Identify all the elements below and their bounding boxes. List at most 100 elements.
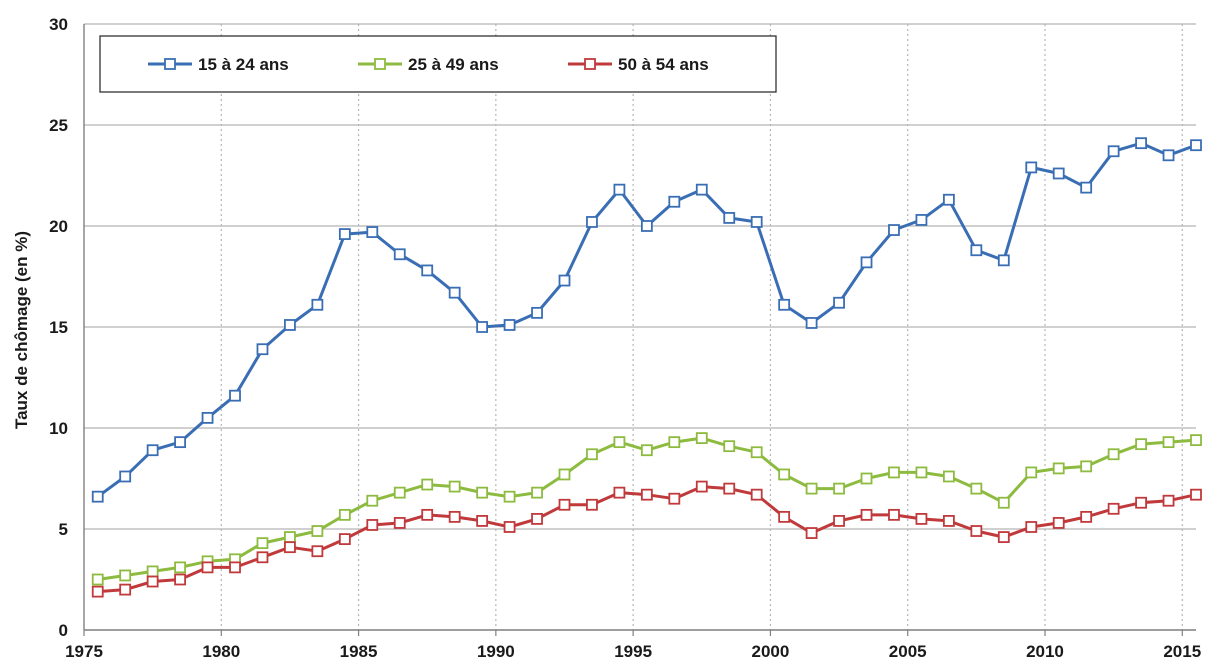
legend-box [99, 35, 777, 93]
data-point [997, 254, 1010, 267]
data-point [695, 432, 708, 445]
series-3 [91, 480, 1202, 598]
data-point [1190, 434, 1202, 447]
data-point [448, 510, 461, 523]
data-point [942, 193, 955, 206]
data-point [1052, 167, 1065, 180]
data-point [1135, 438, 1147, 451]
data-point [668, 492, 681, 505]
data-point [915, 214, 928, 226]
data-point [1025, 161, 1038, 174]
y-tick-label: 25 [49, 116, 68, 135]
data-point [476, 321, 489, 333]
data-point [750, 446, 763, 459]
data-point [805, 527, 818, 539]
data-point [558, 274, 571, 287]
data-point [970, 244, 983, 257]
data-point [695, 183, 708, 196]
data-point [338, 508, 351, 521]
data-point [119, 583, 132, 596]
data-point [146, 575, 159, 588]
data-point [668, 195, 681, 208]
data-point [256, 343, 269, 356]
grid-layer [84, 23, 1196, 630]
data-point [613, 486, 626, 499]
data-point [942, 515, 955, 527]
legend-marker [584, 58, 596, 70]
data-point [1135, 137, 1147, 150]
y-tick-label: 0 [59, 621, 68, 640]
data-point [256, 551, 269, 564]
data-point [915, 466, 928, 479]
data-point [1052, 462, 1065, 475]
x-tick-label: 2005 [889, 642, 927, 661]
data-point [586, 448, 598, 461]
x-tick-label: 2000 [752, 642, 790, 661]
x-tick-label: 2010 [1026, 642, 1064, 661]
data-point [311, 298, 324, 311]
x-tick-label: 1995 [614, 642, 652, 661]
data-point [229, 561, 241, 574]
data-point [366, 519, 379, 531]
data-point [668, 436, 681, 449]
data-point [174, 573, 186, 586]
y-tick-label: 5 [59, 520, 68, 539]
data-point [888, 224, 900, 236]
data-point [915, 513, 928, 525]
data-point [1190, 488, 1202, 501]
data-point [723, 482, 736, 495]
data-point [531, 513, 543, 525]
y-tick-label: 10 [49, 419, 68, 438]
data-point [448, 480, 461, 493]
data-point [1162, 436, 1175, 449]
data-point [833, 515, 845, 527]
data-point [586, 498, 598, 511]
data-point [558, 468, 571, 481]
data-point [284, 319, 296, 331]
data-point [393, 517, 406, 529]
legend-label: 25 à 49 ans [408, 55, 499, 74]
x-tick-label: 2015 [1163, 642, 1201, 661]
data-point [778, 510, 791, 523]
data-point [723, 212, 736, 224]
data-point [284, 531, 296, 543]
data-point [640, 220, 653, 232]
data-point [311, 545, 324, 558]
data-point [366, 226, 379, 238]
data-point [888, 466, 900, 479]
y-axis-title: Taux de chômage (en %) [12, 231, 31, 429]
data-point [750, 216, 763, 228]
data-point [1107, 145, 1120, 158]
data-point [640, 444, 653, 457]
data-point [421, 478, 434, 491]
series-line [96, 141, 1197, 498]
legend: 15 à 24 ans 25 à 49 ans 50 à 54 ans [99, 35, 777, 93]
data-point [1025, 466, 1038, 479]
series-layer [91, 137, 1202, 598]
x-tick-label: 1975 [65, 642, 103, 661]
data-point [1052, 517, 1065, 529]
data-point [1080, 510, 1093, 523]
data-point [860, 256, 873, 269]
data-point [421, 508, 434, 521]
data-point [1162, 149, 1175, 162]
data-point [970, 525, 983, 537]
data-point [119, 569, 132, 582]
data-point [448, 286, 461, 299]
axes-layer: 0 5 10 15 20 25 30 1975 1980 1985 1990 1995 2000 2005… [49, 15, 1201, 661]
legend-item: 15 à 24 ans [148, 55, 289, 74]
legend-item: 25 à 49 ans [358, 55, 499, 74]
data-point [174, 436, 186, 449]
legend-label: 15 à 24 ans [198, 55, 289, 74]
data-point [997, 496, 1010, 509]
data-point [503, 319, 516, 331]
data-point [284, 541, 296, 554]
data-point [1135, 496, 1147, 509]
data-point [833, 296, 845, 309]
data-point [586, 216, 598, 228]
data-point [256, 537, 269, 550]
data-point [860, 472, 873, 485]
data-point [1107, 502, 1120, 515]
